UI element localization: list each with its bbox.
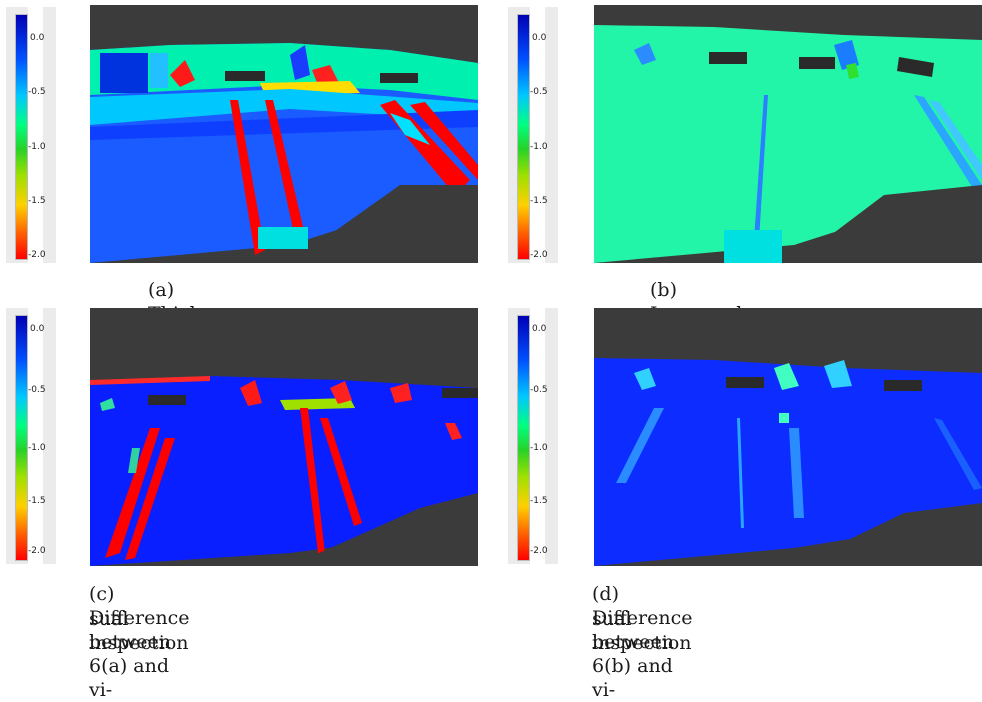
- colorbar-tick: 0.0: [30, 33, 45, 43]
- colorbar-gradient: [15, 315, 28, 561]
- colorbar-c: 0.0 -0.5 -1.0 -1.5 -2.0: [6, 308, 56, 564]
- colorbar-tick: -2.0: [530, 250, 548, 260]
- colorbar-tick: -1.0: [28, 142, 46, 152]
- colorbar-tick: -2.0: [28, 546, 46, 556]
- colorbar-d: 0.0 -0.5 -1.0 -1.5 -2.0: [508, 308, 558, 564]
- difference-map-d: [594, 308, 982, 566]
- colorbar-b: 0.0 -0.5 -1.0 -1.5 -2.0: [508, 7, 558, 263]
- colorbar-tick: -1.5: [28, 496, 46, 506]
- colorbar-tick: -1.0: [530, 443, 548, 453]
- colorbar-tick: -2.0: [530, 546, 548, 556]
- caption-d-line2: sual inspection: [592, 608, 692, 654]
- colorbar-tick: -2.0: [28, 250, 46, 260]
- colorbar-gradient: [517, 315, 530, 561]
- difference-map-c: [90, 308, 478, 566]
- colorbar-tick: -0.5: [530, 87, 548, 97]
- colorbar-tick: -1.5: [28, 196, 46, 206]
- colorbar-tick: -1.5: [530, 196, 548, 206]
- colorbar-tick: -0.5: [28, 87, 46, 97]
- thickness-map-a: [90, 5, 478, 263]
- caption-c-line2: sual inspection: [89, 608, 189, 654]
- colorbar-tick: -1.0: [530, 142, 548, 152]
- thickness-map-b: [594, 5, 982, 263]
- colorbar-tick: -0.5: [530, 385, 548, 395]
- colorbar-tick: 0.0: [532, 324, 547, 334]
- colorbar-gradient: [517, 14, 530, 260]
- colorbar-tick: 0.0: [532, 33, 547, 43]
- colorbar-tick: -1.0: [28, 443, 46, 453]
- colorbar-tick: 0.0: [30, 324, 45, 334]
- colorbar-tick: -1.5: [530, 496, 548, 506]
- colorbar-gradient: [15, 14, 28, 260]
- colorbar-tick: -0.5: [28, 385, 46, 395]
- colorbar-a: 0.0 -0.5 -1.0 -1.5 -2.0: [6, 7, 56, 263]
